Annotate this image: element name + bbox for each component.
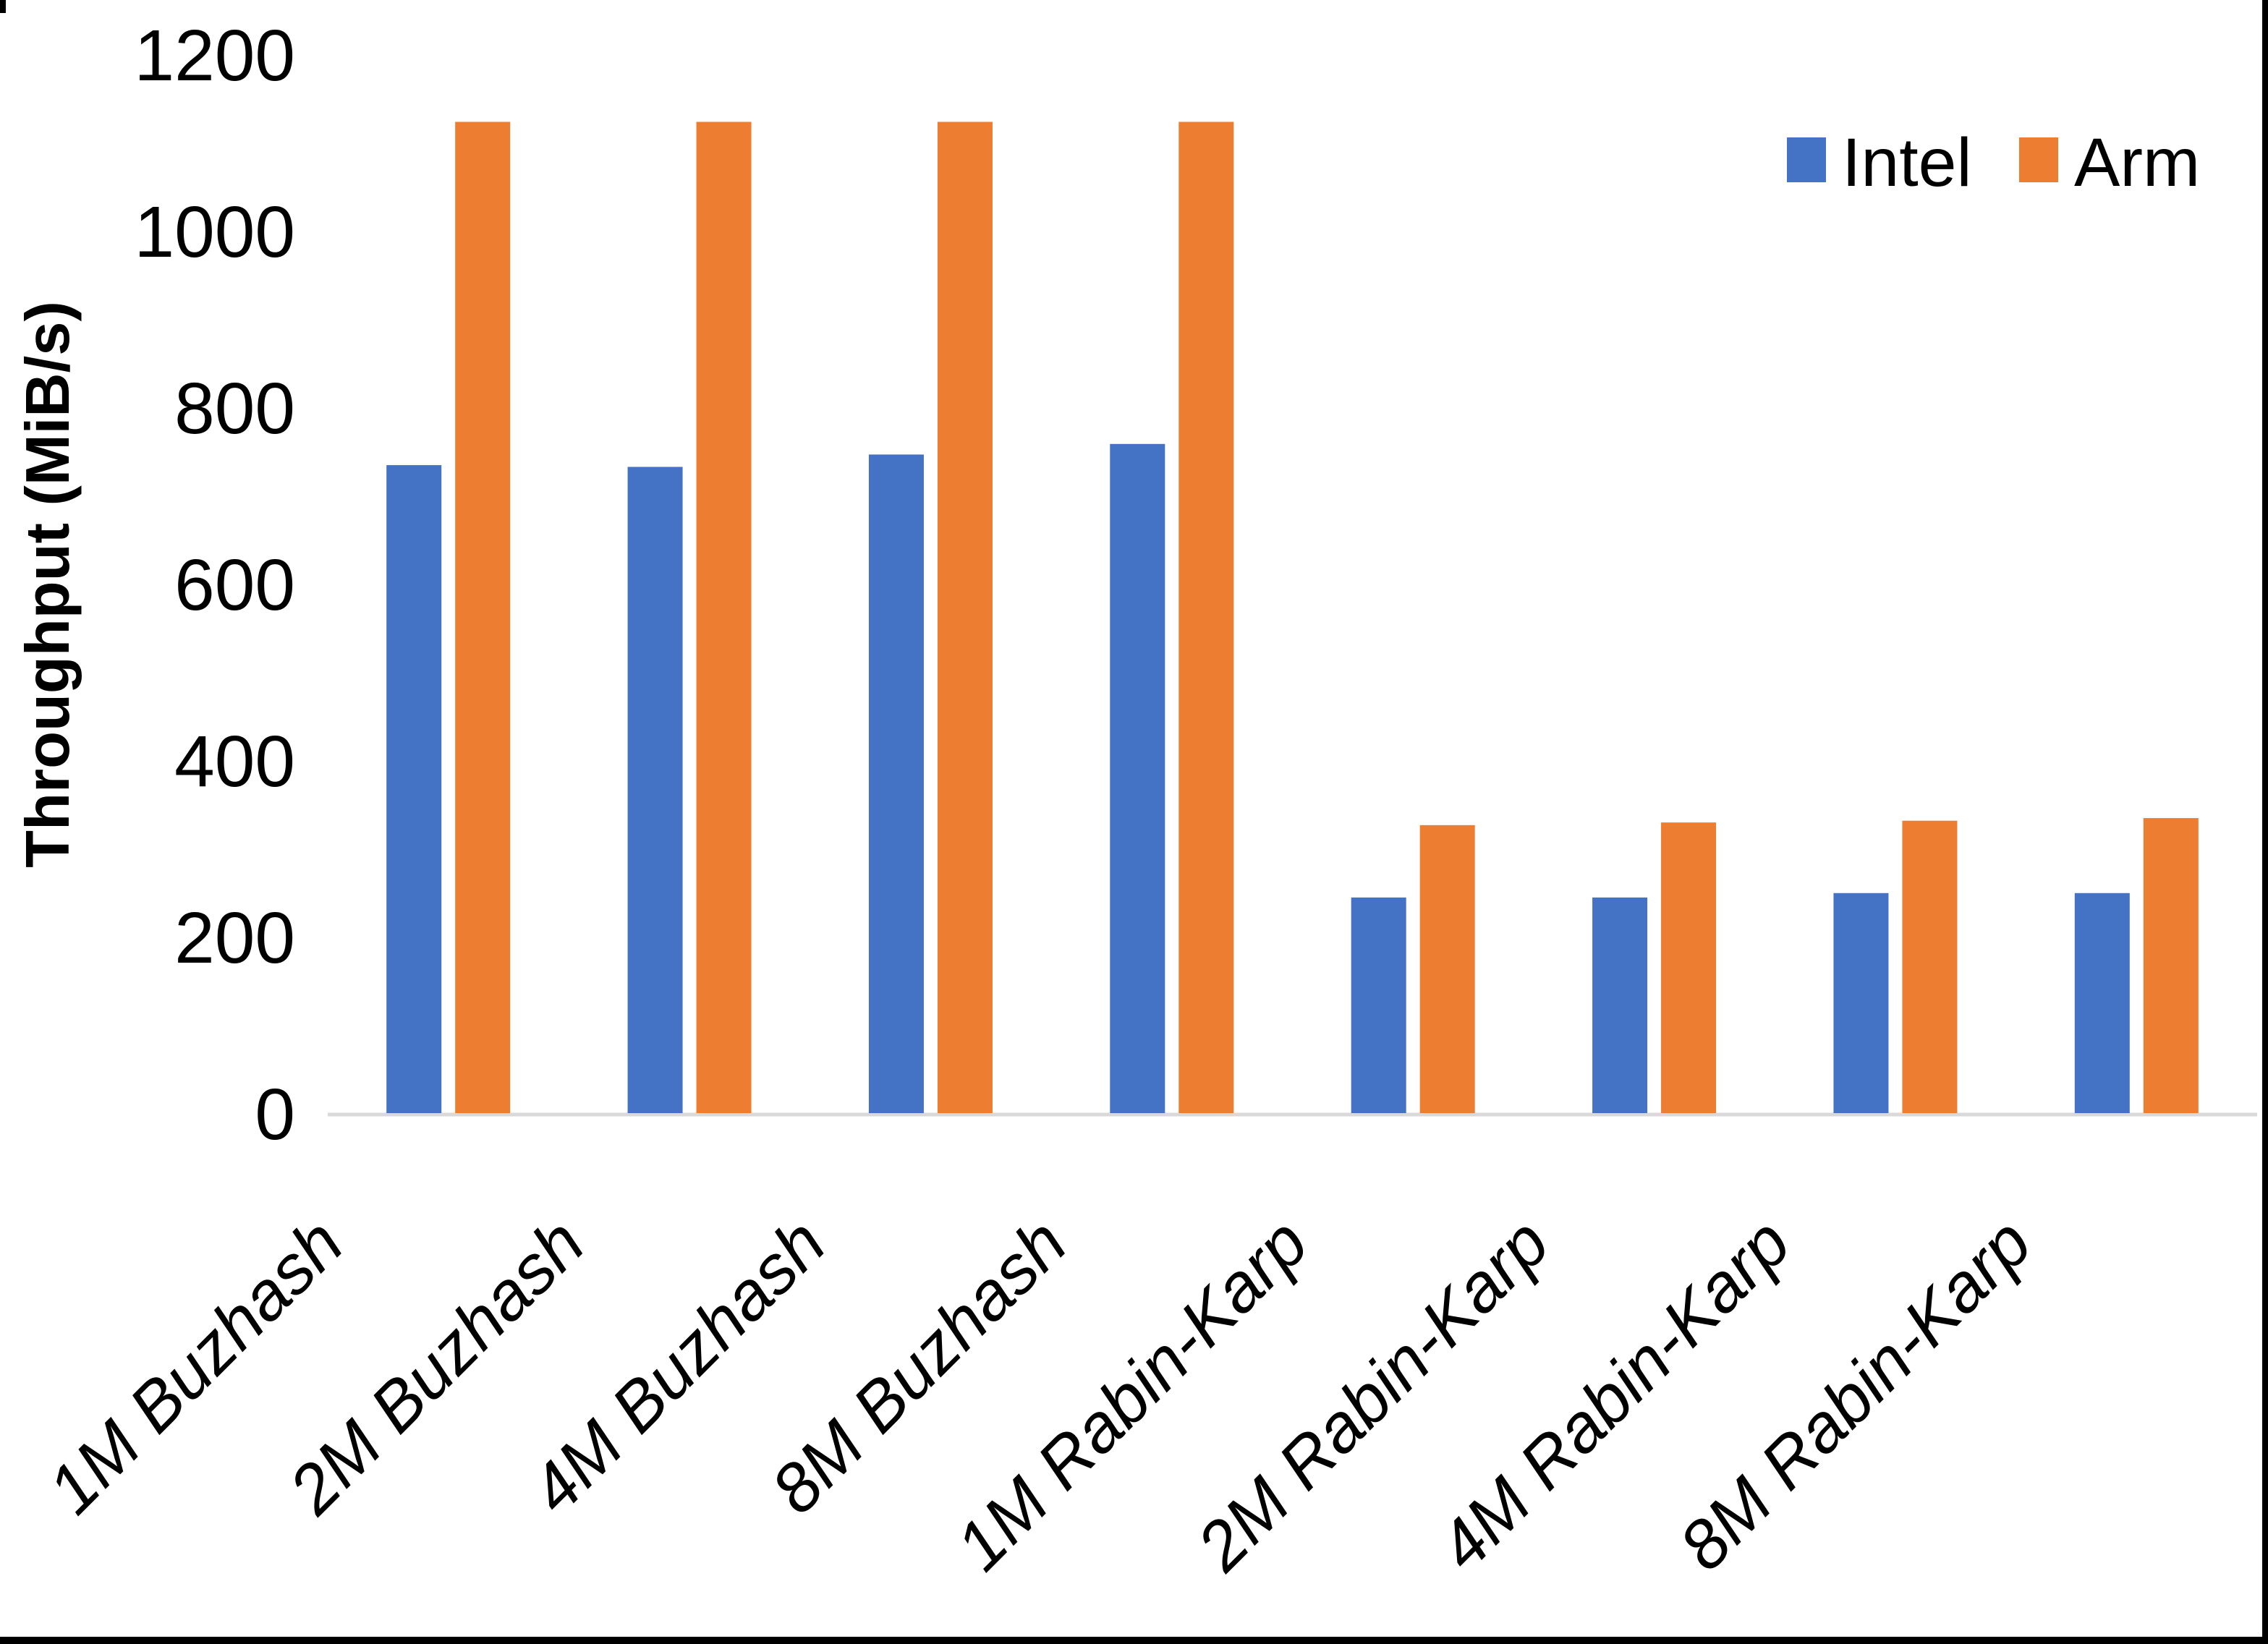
figure-border-bottom xyxy=(0,1637,2268,1644)
y-axis-title: Throughput (MiB/s) xyxy=(14,301,82,868)
legend-swatch-intel xyxy=(1787,137,1826,182)
bar-intel-2m-buzhash xyxy=(627,467,683,1113)
bar-arm-2m-buzhash xyxy=(696,122,752,1113)
bar-series xyxy=(386,122,2199,1113)
bar-arm-4m-rabin-karp xyxy=(1902,820,1958,1113)
bar-arm-4m-buzhash xyxy=(937,122,993,1113)
y-tick-label-200: 200 xyxy=(174,898,295,979)
y-tick-label-1000: 1000 xyxy=(135,192,295,273)
bar-arm-2m-rabin-karp xyxy=(1661,822,1717,1113)
y-tick-label-600: 600 xyxy=(174,545,295,626)
bar-intel-1m-rabin-karp xyxy=(1351,897,1406,1113)
y-tick-label-0: 0 xyxy=(255,1074,295,1155)
bar-intel-1m-buzhash xyxy=(386,465,442,1113)
figure-border-corner-mark xyxy=(0,0,6,13)
bar-intel-4m-rabin-karp xyxy=(1833,893,1889,1113)
figure-border-right xyxy=(2262,0,2268,1644)
bar-arm-1m-rabin-karp xyxy=(1419,825,1475,1113)
bar-intel-2m-rabin-karp xyxy=(1592,897,1648,1113)
y-tick-label-400: 400 xyxy=(174,721,295,802)
y-axis-tick-labels: 0 200 400 600 800 1000 1200 xyxy=(135,15,295,1155)
legend: Intel Arm xyxy=(1787,124,2200,201)
bar-arm-1m-buzhash xyxy=(455,122,511,1113)
bar-intel-8m-buzhash xyxy=(1110,443,1165,1113)
bar-intel-8m-rabin-karp xyxy=(2074,893,2130,1113)
bar-intel-4m-buzhash xyxy=(868,454,924,1113)
y-tick-label-800: 800 xyxy=(174,368,295,449)
bar-arm-8m-rabin-karp xyxy=(2143,818,2199,1113)
bar-arm-8m-buzhash xyxy=(1178,122,1234,1113)
legend-swatch-arm xyxy=(2019,137,2058,182)
legend-label-intel: Intel xyxy=(1842,124,1972,201)
legend-label-arm: Arm xyxy=(2074,124,2200,201)
y-tick-label-1200: 1200 xyxy=(135,15,295,96)
